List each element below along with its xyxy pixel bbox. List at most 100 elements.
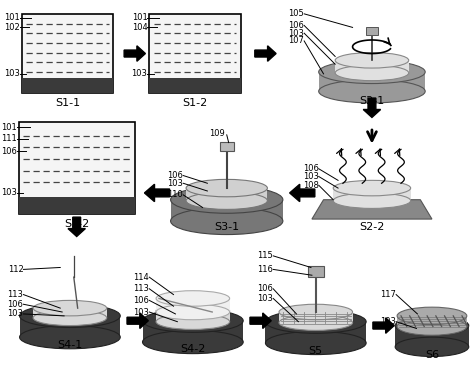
Ellipse shape: [319, 60, 425, 84]
Text: S1-2: S1-2: [182, 98, 208, 108]
Polygon shape: [171, 200, 283, 221]
Polygon shape: [220, 142, 234, 151]
Polygon shape: [308, 265, 324, 277]
Ellipse shape: [33, 310, 107, 325]
Ellipse shape: [156, 314, 229, 329]
Ellipse shape: [395, 337, 469, 356]
Ellipse shape: [143, 309, 243, 332]
Ellipse shape: [279, 304, 353, 320]
Polygon shape: [373, 318, 394, 333]
Ellipse shape: [156, 291, 229, 306]
Ellipse shape: [335, 53, 409, 68]
Text: 109: 109: [209, 129, 225, 138]
Ellipse shape: [265, 331, 366, 354]
Polygon shape: [19, 316, 120, 337]
Ellipse shape: [186, 192, 267, 209]
Ellipse shape: [19, 325, 120, 349]
Ellipse shape: [333, 193, 410, 209]
Text: 114: 114: [134, 273, 149, 282]
Ellipse shape: [279, 315, 353, 330]
Text: 101: 101: [1, 123, 17, 132]
Polygon shape: [186, 188, 267, 201]
Polygon shape: [250, 313, 271, 329]
Ellipse shape: [397, 318, 467, 335]
Polygon shape: [333, 188, 410, 201]
Ellipse shape: [156, 303, 229, 319]
Text: 102: 102: [4, 23, 19, 32]
Text: S5: S5: [309, 346, 323, 356]
Text: S2-2: S2-2: [359, 222, 384, 232]
Text: S6: S6: [425, 350, 439, 359]
Text: 106: 106: [167, 171, 183, 180]
Text: 105: 105: [288, 9, 304, 18]
Ellipse shape: [33, 300, 107, 316]
Text: 103: 103: [131, 70, 147, 78]
Ellipse shape: [397, 307, 467, 325]
Ellipse shape: [335, 65, 409, 81]
Text: 103: 103: [257, 294, 273, 303]
Polygon shape: [143, 321, 243, 342]
Text: 103: 103: [380, 317, 396, 326]
Text: 106: 106: [8, 300, 23, 309]
Ellipse shape: [143, 330, 243, 354]
Text: 115: 115: [257, 251, 273, 261]
Ellipse shape: [395, 316, 469, 335]
Ellipse shape: [19, 304, 120, 327]
Text: 112: 112: [8, 265, 23, 274]
Text: 101: 101: [4, 13, 19, 22]
Text: 106: 106: [288, 21, 304, 30]
Text: S2-1: S2-1: [359, 96, 384, 106]
Text: S4-1: S4-1: [57, 340, 82, 350]
FancyBboxPatch shape: [21, 78, 113, 93]
Text: 106: 106: [257, 284, 273, 293]
Text: 110: 110: [167, 190, 183, 199]
Text: 103: 103: [288, 29, 304, 38]
Polygon shape: [156, 298, 229, 312]
FancyBboxPatch shape: [149, 14, 241, 93]
Text: 107: 107: [288, 36, 304, 45]
Text: 103: 103: [8, 309, 23, 319]
Text: 116: 116: [257, 265, 273, 274]
Text: 103: 103: [167, 179, 183, 188]
Polygon shape: [312, 200, 432, 219]
FancyBboxPatch shape: [149, 78, 241, 93]
Text: 113: 113: [8, 290, 23, 299]
Text: 106: 106: [303, 164, 319, 173]
Polygon shape: [68, 217, 85, 236]
Text: 103: 103: [303, 172, 319, 181]
Text: 108: 108: [303, 181, 319, 190]
Polygon shape: [366, 28, 378, 35]
Ellipse shape: [333, 180, 410, 196]
Polygon shape: [156, 311, 229, 322]
Text: S1-1: S1-1: [55, 98, 80, 108]
Text: S3-2: S3-2: [64, 219, 89, 229]
Ellipse shape: [171, 207, 283, 235]
Polygon shape: [335, 60, 409, 73]
Text: 103: 103: [4, 70, 19, 78]
Polygon shape: [395, 325, 469, 347]
Ellipse shape: [319, 80, 425, 103]
Text: 103: 103: [1, 188, 17, 197]
Polygon shape: [363, 98, 381, 117]
Polygon shape: [319, 72, 425, 91]
Polygon shape: [127, 313, 148, 329]
Polygon shape: [290, 184, 315, 202]
Text: 117: 117: [380, 290, 396, 299]
Text: 106: 106: [133, 296, 149, 305]
Polygon shape: [397, 316, 467, 327]
Text: 113: 113: [133, 284, 149, 293]
Text: S3-1: S3-1: [214, 222, 239, 232]
FancyBboxPatch shape: [18, 197, 135, 214]
Polygon shape: [265, 322, 366, 343]
Text: S4-2: S4-2: [180, 344, 206, 354]
Text: 104: 104: [132, 23, 147, 32]
Polygon shape: [33, 308, 107, 318]
Polygon shape: [255, 46, 276, 61]
Ellipse shape: [186, 180, 267, 197]
Ellipse shape: [156, 304, 229, 320]
Ellipse shape: [171, 186, 283, 213]
Polygon shape: [279, 312, 353, 323]
Ellipse shape: [265, 310, 366, 333]
Text: 101: 101: [132, 13, 147, 22]
Polygon shape: [145, 184, 170, 202]
